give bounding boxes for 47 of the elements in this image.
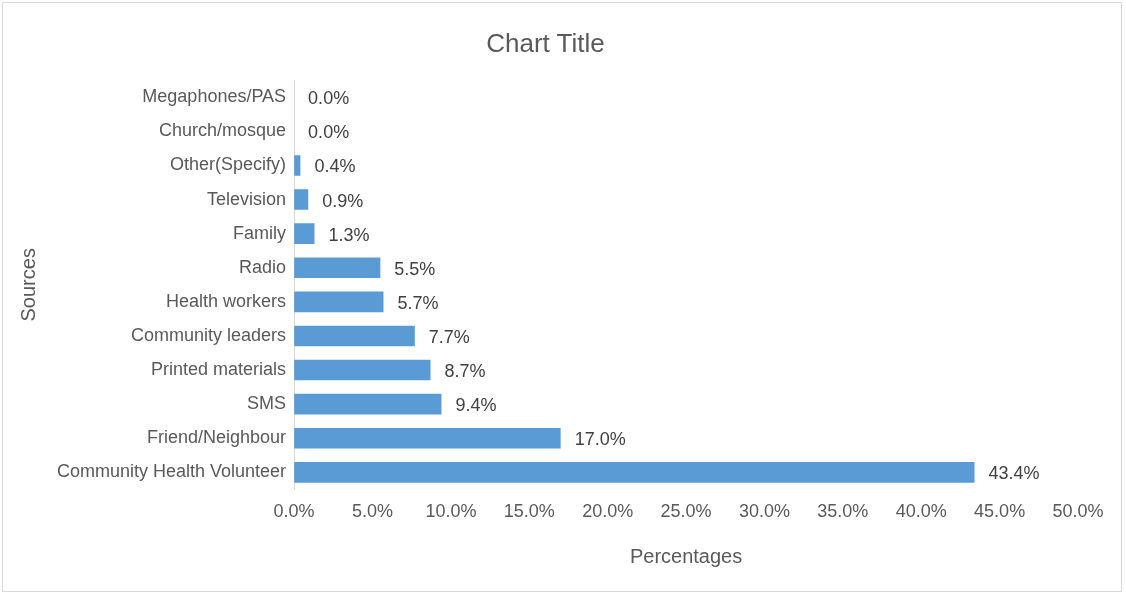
data-label: 17.0%: [574, 429, 626, 450]
x-tick-label: 0.0%: [273, 501, 315, 522]
x-axis-title: Percentages: [629, 544, 743, 567]
bar: [294, 462, 975, 483]
y-tick-label: Megaphones/PAS: [142, 86, 287, 107]
x-tick-label: 35.0%: [817, 501, 869, 522]
y-tick-label: Other(Specify): [170, 154, 287, 175]
y-tick-label: Church/mosque: [159, 120, 287, 141]
bar: [294, 427, 561, 449]
y-tick-label: Community leaders: [131, 324, 287, 345]
chart-title: Chart Title: [486, 27, 605, 58]
bar: [294, 359, 431, 381]
data-label: 5.5%: [394, 258, 436, 279]
data-label: 0.0%: [308, 88, 350, 109]
x-tick-label: 10.0%: [425, 501, 477, 522]
y-tick-label: Family: [233, 222, 287, 243]
y-tick-label: Television: [207, 188, 287, 209]
y-axis-title: Sources: [16, 248, 39, 322]
bar: [294, 325, 415, 347]
data-label: 9.4%: [455, 395, 497, 416]
data-label: 43.4%: [988, 463, 1040, 484]
y-tick-label: SMS: [247, 393, 287, 414]
data-label: 1.3%: [328, 224, 370, 245]
y-tick-label: Friend/Neighbour: [147, 427, 287, 448]
x-tick-label: 15.0%: [503, 501, 555, 522]
data-label: 0.0%: [308, 122, 350, 143]
x-tick-label: 20.0%: [582, 501, 634, 522]
data-label: 7.7%: [428, 326, 470, 347]
x-tick-label: 50.0%: [1052, 501, 1104, 522]
y-tick-label: Health workers: [166, 290, 287, 311]
y-tick-label: Radio: [239, 256, 287, 277]
y-tick-label: Printed materials: [151, 359, 287, 380]
data-label: 0.9%: [322, 190, 364, 211]
bar: [294, 223, 315, 244]
x-tick-label: 45.0%: [974, 501, 1026, 522]
x-tick-label: 40.0%: [895, 501, 947, 522]
data-label: 5.7%: [397, 292, 439, 313]
x-tick-label: 5.0%: [351, 501, 394, 522]
data-label: 8.7%: [444, 361, 486, 382]
bar: [294, 291, 384, 313]
bar: [294, 257, 381, 279]
y-tick-label: Community Health Volunteer: [56, 461, 287, 482]
data-label: 0.4%: [314, 156, 356, 177]
bar: [294, 393, 442, 415]
x-tick-label: 30.0%: [738, 501, 790, 522]
x-tick-label: 25.0%: [660, 501, 712, 522]
bar: [294, 189, 309, 210]
